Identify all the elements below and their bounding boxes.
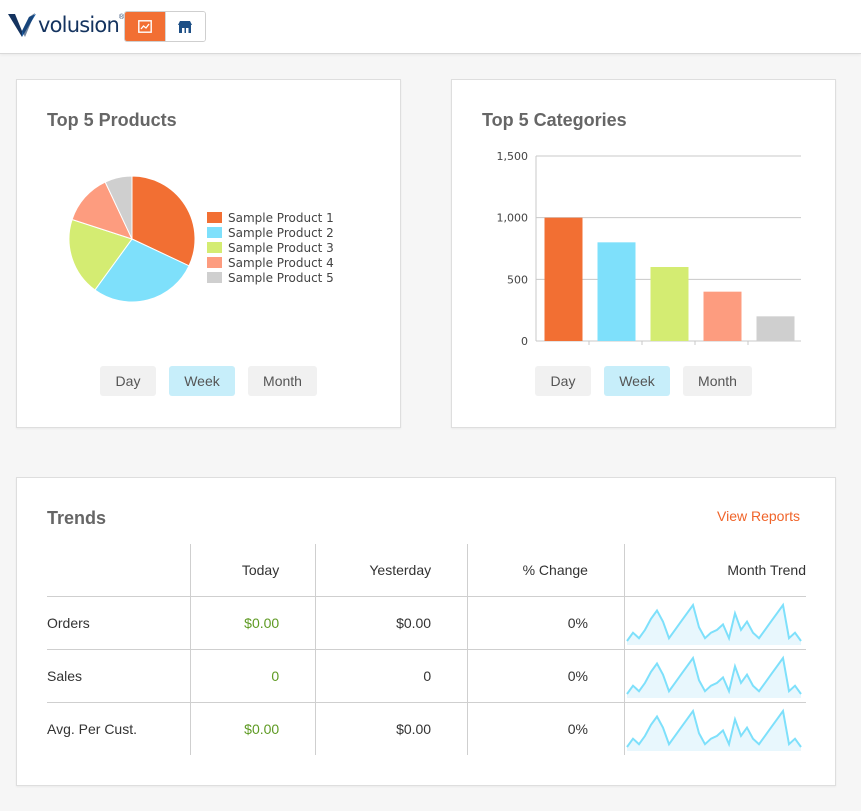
trends-header-row: Today Yesterday % Change Month Trend (47, 544, 806, 597)
row-label: Orders (47, 596, 192, 650)
top-categories-card: Top 5 Categories 0 500 1,000 1,500 Day Week… (451, 79, 836, 428)
legend-label: Sample Product 1 (228, 210, 334, 225)
column-header-percent-change: % Change (467, 544, 625, 597)
table-row: Sales 0 0 0% (47, 649, 806, 703)
top-products-title: Top 5 Products (47, 110, 177, 130)
brand-name: volusion (38, 13, 120, 37)
row-label: Sales (47, 649, 192, 703)
trends-title: Trends (47, 508, 107, 528)
bar-category-2[interactable] (597, 242, 636, 341)
legend-swatch (207, 212, 222, 223)
legend-label: Sample Product 5 (228, 270, 334, 285)
legend-label: Sample Product 2 (228, 225, 334, 240)
yesterday-value: $0.00 (315, 596, 469, 650)
bar-category-3[interactable] (650, 267, 689, 341)
yesterday-value: $0.00 (315, 702, 469, 755)
legend-swatch (207, 227, 222, 238)
pie-slice-5[interactable] (104, 176, 133, 240)
month-trend-sparkline (626, 708, 802, 751)
sparkline-area (626, 710, 801, 751)
column-header-month-trend: Month Trend (624, 544, 806, 597)
legend-item: Sample Product 3 (207, 240, 334, 255)
y-tick-label: 1,500 (497, 150, 529, 163)
trends-table: Today Yesterday % Change Month Trend Ord… (47, 544, 806, 755)
y-tick-label: 1,000 (497, 212, 529, 225)
column-header-yesterday: Yesterday (315, 544, 469, 597)
products-range-month[interactable]: Month (248, 366, 317, 396)
volusion-logo[interactable]: volusion ® (7, 10, 124, 40)
top-bar: volusion ® (0, 0, 861, 54)
legend-label: Sample Product 4 (228, 255, 334, 270)
month-trend-cell (624, 702, 806, 755)
categories-range-day[interactable]: Day (535, 366, 591, 396)
month-trend-sparkline (626, 655, 802, 698)
row-label: Avg. Per Cust. (47, 702, 192, 755)
sparkline-line (626, 655, 802, 695)
sparkline-line (626, 602, 802, 642)
bar-category-4[interactable] (703, 291, 742, 341)
legend-item: Sample Product 1 (207, 210, 334, 225)
legend-item: Sample Product 4 (207, 255, 334, 270)
categories-range-month[interactable]: Month (683, 366, 752, 396)
sparkline-area (626, 657, 801, 698)
yesterday-value: 0 (315, 649, 469, 703)
top-products-card: Top 5 Products Sample Product 1 Sample Pr… (16, 79, 401, 428)
categories-range-week[interactable]: Week (604, 366, 670, 396)
percent-change-value: 0% (467, 649, 625, 703)
top-categories-title: Top 5 Categories (482, 110, 627, 130)
top-products-pie-chart (68, 176, 196, 303)
column-header-today: Today (190, 544, 317, 597)
legend-label: Sample Product 3 (228, 240, 334, 255)
view-reports-link[interactable]: View Reports (717, 508, 801, 524)
month-trend-sparkline (626, 602, 802, 645)
legend-item: Sample Product 5 (207, 270, 334, 285)
y-tick-label: 0 (521, 335, 528, 348)
brand-registered-mark: ® (118, 14, 125, 21)
products-range-day[interactable]: Day (100, 366, 156, 396)
legend-item: Sample Product 2 (207, 225, 334, 240)
tab-storefront[interactable] (164, 12, 205, 41)
pie-slice-3[interactable] (68, 218, 133, 291)
y-tick-label: 500 (507, 273, 528, 286)
column-header-metric (47, 544, 192, 597)
sparkline-area (626, 604, 801, 645)
top-products-legend: Sample Product 1 Sample Product 2 Sample P… (207, 210, 334, 285)
today-value: $0.00 (190, 702, 317, 755)
top-categories-bar-chart: 0 500 1,000 1,500 (497, 150, 801, 348)
legend-swatch (207, 242, 222, 253)
table-row: Orders $0.00 $0.00 0% (47, 596, 806, 650)
volusion-v-icon (8, 13, 36, 37)
sparkline-line (626, 708, 802, 748)
percent-change-value: 0% (467, 702, 625, 755)
table-row: Avg. Per Cust. $0.00 $0.00 0% (47, 702, 806, 755)
legend-swatch (207, 257, 222, 268)
products-range-week[interactable]: Week (169, 366, 235, 396)
bar-category-1[interactable] (544, 217, 583, 341)
percent-change-value: 0% (467, 596, 625, 650)
pie-slice-1[interactable] (131, 176, 196, 267)
month-trend-cell (624, 649, 806, 703)
trends-card: Trends View Reports Today Yesterday % Ch… (16, 477, 836, 786)
bar-category-5[interactable] (756, 316, 795, 341)
storefront-icon (178, 20, 193, 33)
today-value: 0 (190, 649, 317, 703)
dashboard-chart-icon (138, 20, 152, 33)
toolbar-tab-group (124, 11, 206, 42)
today-value: $0.00 (190, 596, 317, 650)
legend-swatch (207, 272, 222, 283)
month-trend-cell (624, 596, 806, 650)
pie-slice-2[interactable] (94, 238, 190, 303)
tab-dashboard[interactable] (125, 12, 165, 41)
